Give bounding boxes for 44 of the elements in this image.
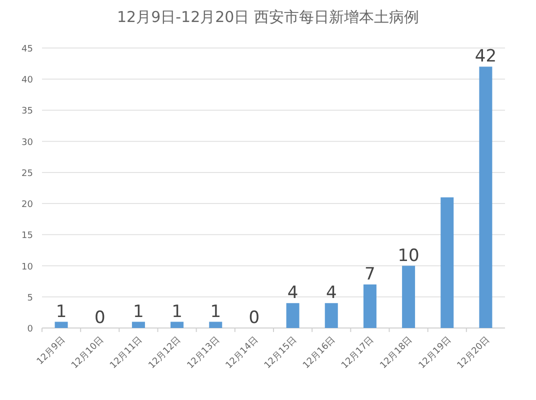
data-label: 1 (133, 302, 144, 322)
x-tick-label: 12月20日 (456, 335, 492, 372)
y-tick-label: 40 (22, 76, 34, 86)
y-tick-label: 35 (22, 106, 33, 117)
bar (286, 303, 300, 328)
x-tick-label: 12月13日 (186, 335, 222, 372)
y-tick-label: 20 (22, 200, 34, 210)
data-label: 7 (364, 264, 376, 284)
bar (209, 322, 222, 328)
bar (479, 66, 492, 328)
bar (54, 322, 68, 328)
y-tick-label: 0 (27, 324, 34, 334)
y-tick-label: 5 (27, 293, 33, 304)
x-tick-label: 12月10日 (70, 335, 106, 372)
x-tick-label: 12月17日 (340, 335, 376, 372)
y-tick-label: 45 (22, 44, 33, 54)
data-label: 1 (172, 302, 182, 322)
data-label: 1 (210, 302, 222, 322)
bar (324, 303, 338, 328)
data-label: 1 (56, 302, 67, 322)
bar (440, 197, 454, 328)
bar (402, 266, 416, 328)
bar (132, 322, 145, 328)
chart-title: 12月9日-12月20日 西安市每日新增本土病例 (117, 8, 419, 26)
y-tick-label: 25 (22, 168, 33, 179)
x-tick-label: 12月9日 (35, 335, 68, 368)
y-tick-label: 30 (22, 138, 34, 148)
bar (363, 284, 376, 328)
data-label: 10 (398, 246, 420, 266)
x-tick-label: 12月12日 (147, 335, 184, 372)
data-label: 4 (326, 283, 337, 304)
x-tick-label: 12月19日 (417, 335, 454, 372)
x-tick-label: 12月16日 (302, 335, 338, 372)
x-tick-label: 12月15日 (262, 335, 299, 372)
y-tick-label: 10 (22, 262, 34, 272)
x-tick-label: 12月18日 (378, 335, 415, 372)
bar (170, 322, 184, 328)
data-label: 0 (94, 308, 106, 328)
data-label: 4 (287, 283, 298, 304)
data-label: 42 (474, 46, 497, 67)
data-label: 0 (248, 308, 260, 328)
x-tick-label: 12月14日 (224, 335, 260, 372)
x-tick-label: 12月11日 (108, 335, 145, 372)
y-tick-label: 15 (22, 231, 33, 242)
